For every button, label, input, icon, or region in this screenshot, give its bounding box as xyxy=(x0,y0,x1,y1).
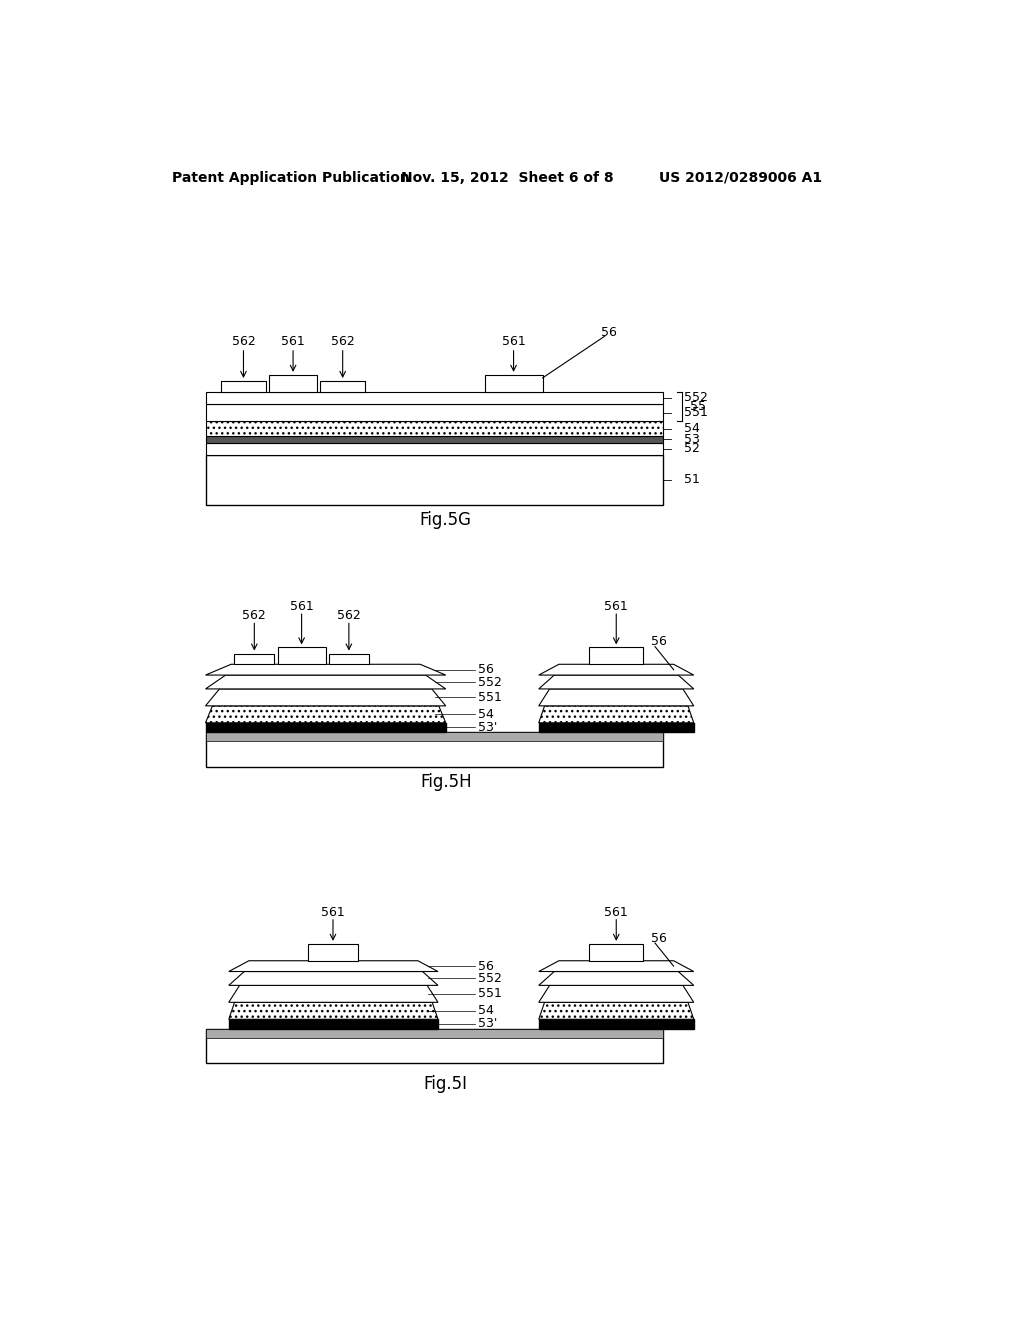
Bar xyxy=(308,944,358,961)
Text: 561: 561 xyxy=(322,906,345,919)
Bar xyxy=(206,442,663,455)
Text: 53': 53' xyxy=(477,1018,497,1031)
Polygon shape xyxy=(228,1019,438,1028)
Text: 551: 551 xyxy=(477,987,502,1001)
Text: Fig.5I: Fig.5I xyxy=(424,1074,468,1093)
Text: 561: 561 xyxy=(604,601,628,612)
Polygon shape xyxy=(206,675,445,689)
Polygon shape xyxy=(539,689,693,706)
Polygon shape xyxy=(206,689,445,706)
Polygon shape xyxy=(539,723,693,733)
Text: 51: 51 xyxy=(684,474,699,486)
Text: 562: 562 xyxy=(331,335,354,348)
Text: 552: 552 xyxy=(477,972,502,985)
Text: 56: 56 xyxy=(651,932,667,945)
Text: 56: 56 xyxy=(477,663,494,676)
Text: 54: 54 xyxy=(477,708,494,721)
Text: 551: 551 xyxy=(684,407,708,418)
Text: 55: 55 xyxy=(690,400,706,413)
Polygon shape xyxy=(539,972,693,985)
Bar xyxy=(589,944,643,961)
Bar xyxy=(269,375,317,392)
Text: 52: 52 xyxy=(684,442,699,455)
Bar xyxy=(206,733,663,742)
Text: 562: 562 xyxy=(231,335,255,348)
Text: 54: 54 xyxy=(684,422,699,436)
Bar xyxy=(234,653,274,664)
Polygon shape xyxy=(228,985,438,1002)
Bar xyxy=(206,455,663,506)
Bar xyxy=(206,392,663,404)
Bar xyxy=(206,1028,663,1063)
Text: 561: 561 xyxy=(282,335,305,348)
Text: 552: 552 xyxy=(477,676,502,689)
Text: 562: 562 xyxy=(243,610,266,622)
Bar xyxy=(589,647,643,664)
Polygon shape xyxy=(539,1002,693,1019)
Text: 53': 53' xyxy=(477,721,497,734)
Polygon shape xyxy=(206,664,445,675)
Bar xyxy=(484,375,543,392)
Text: Patent Application Publication: Patent Application Publication xyxy=(172,170,410,185)
Text: 56: 56 xyxy=(600,326,616,339)
Polygon shape xyxy=(228,961,438,972)
Bar xyxy=(206,421,663,437)
Bar xyxy=(206,733,663,767)
Bar xyxy=(221,381,266,392)
Bar xyxy=(329,653,369,664)
Text: 56: 56 xyxy=(651,635,667,648)
Bar xyxy=(278,647,326,664)
Bar xyxy=(206,404,663,421)
Text: 561: 561 xyxy=(604,906,628,919)
Polygon shape xyxy=(539,961,693,972)
Polygon shape xyxy=(539,675,693,689)
Polygon shape xyxy=(228,972,438,985)
Text: 562: 562 xyxy=(337,610,360,622)
Text: 561: 561 xyxy=(502,335,525,348)
Text: 552: 552 xyxy=(684,391,708,404)
Bar xyxy=(206,1028,663,1038)
Text: Nov. 15, 2012  Sheet 6 of 8: Nov. 15, 2012 Sheet 6 of 8 xyxy=(401,170,614,185)
Polygon shape xyxy=(228,1002,438,1019)
Polygon shape xyxy=(539,1019,693,1028)
Text: US 2012/0289006 A1: US 2012/0289006 A1 xyxy=(658,170,822,185)
Polygon shape xyxy=(206,723,445,733)
Text: Fig.5H: Fig.5H xyxy=(420,774,472,791)
Text: 561: 561 xyxy=(290,601,313,612)
Bar xyxy=(206,437,663,442)
Text: 53: 53 xyxy=(684,433,699,446)
Text: Fig.5G: Fig.5G xyxy=(420,511,472,529)
Text: 551: 551 xyxy=(477,690,502,704)
Polygon shape xyxy=(539,985,693,1002)
Polygon shape xyxy=(539,706,693,723)
Bar xyxy=(321,381,366,392)
Text: 54: 54 xyxy=(477,1005,494,1018)
Polygon shape xyxy=(206,706,445,723)
Text: 56: 56 xyxy=(477,960,494,973)
Polygon shape xyxy=(539,664,693,675)
